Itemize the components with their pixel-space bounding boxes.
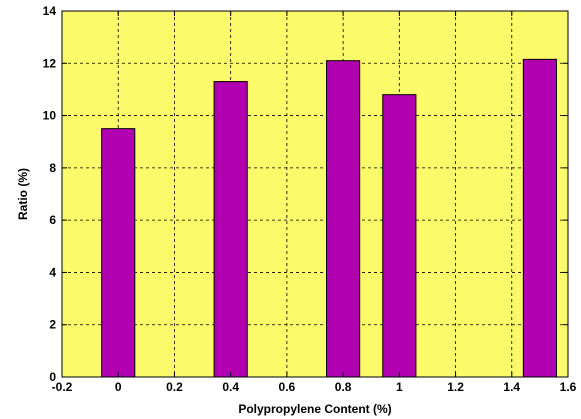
- x-tick-labels: -0.2 0 0.2 0.4 0.6 0.8 1 1.2 1.4 1.6: [52, 380, 577, 394]
- y-tick-label: 8: [49, 161, 56, 175]
- bars: [101, 58, 557, 378]
- x-tick-label: 0.8: [335, 380, 352, 394]
- y-tick-label: 12: [43, 56, 57, 70]
- y-axis-label: Ratio (%): [16, 168, 30, 220]
- y-tick-labels: 0 2 4 6 8 10 12 14: [43, 4, 57, 384]
- ticks: [61, 10, 569, 378]
- bar: [382, 94, 417, 378]
- x-tick-label: 1.4: [503, 380, 520, 394]
- x-tick-label: 0.2: [166, 380, 183, 394]
- bar: [326, 60, 361, 378]
- bar: [213, 81, 248, 378]
- y-tick-label: 10: [43, 109, 57, 123]
- x-tick-label: 0.6: [279, 380, 296, 394]
- y-tick-label: 14: [43, 4, 57, 18]
- bar: [522, 58, 557, 378]
- plot-area: [62, 11, 568, 377]
- x-tick-label: 0: [115, 380, 122, 394]
- x-tick-label: 1.2: [447, 380, 464, 394]
- grid-lines: [62, 11, 568, 377]
- y-tick-label: 2: [49, 318, 56, 332]
- x-tick-label: -0.2: [52, 380, 73, 394]
- bar: [101, 128, 136, 378]
- x-tick-label: 1: [396, 380, 403, 394]
- x-axis-label: Polypropylene Content (%): [238, 402, 391, 416]
- x-tick-label: 0.4: [222, 380, 239, 394]
- plot-frame: [61, 10, 569, 378]
- y-tick-label: 0: [49, 370, 56, 384]
- y-tick-label: 6: [49, 213, 56, 227]
- x-tick-label: 1.6: [560, 380, 577, 394]
- y-tick-label: 4: [49, 265, 56, 279]
